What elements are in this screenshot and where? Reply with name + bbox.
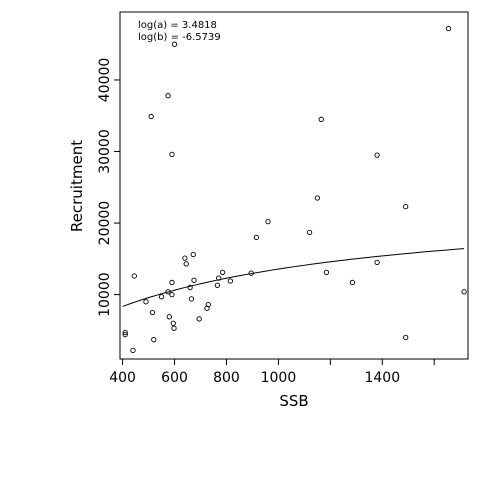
data-point xyxy=(165,93,171,99)
data-point xyxy=(403,203,409,210)
data-point xyxy=(187,284,193,291)
data-point xyxy=(374,152,380,158)
data-point xyxy=(265,218,271,225)
y-tick-label: 30000 xyxy=(97,129,113,174)
data-point xyxy=(227,278,234,284)
data-point xyxy=(190,251,196,258)
data-point xyxy=(169,279,175,286)
data-point xyxy=(216,275,222,281)
data-point xyxy=(253,234,259,241)
data-point xyxy=(131,273,137,279)
data-point xyxy=(149,309,156,316)
x-tick-label: 600 xyxy=(161,370,188,386)
data-point xyxy=(191,277,197,283)
fit-curve xyxy=(122,248,465,307)
y-axis-title: Recruitment xyxy=(68,140,86,232)
data-point xyxy=(188,296,195,302)
x-tick-label: 1000 xyxy=(261,370,297,386)
data-point xyxy=(165,289,171,295)
data-point xyxy=(205,301,211,308)
data-point xyxy=(170,320,176,326)
data-point xyxy=(214,282,221,288)
data-point xyxy=(196,316,202,322)
x-tick-label: 800 xyxy=(213,370,240,386)
data-point xyxy=(403,334,409,341)
data-point xyxy=(122,329,128,336)
data-point xyxy=(374,259,380,266)
data-point xyxy=(182,255,188,261)
x-axis-title: SSB xyxy=(279,392,308,410)
plot-frame xyxy=(119,11,469,360)
data-point xyxy=(171,325,177,331)
data-point xyxy=(323,269,330,276)
data-point xyxy=(169,291,175,298)
annotation-log-b: log(b) = -6.5739 xyxy=(138,32,221,43)
data-point xyxy=(169,151,175,158)
data-point xyxy=(171,41,178,47)
data-point xyxy=(248,270,254,276)
y-tick-label: 40000 xyxy=(97,58,113,103)
data-point xyxy=(183,261,189,267)
data-point xyxy=(143,299,149,305)
data-point xyxy=(130,347,136,354)
data-point xyxy=(314,195,321,201)
data-point xyxy=(306,229,313,236)
y-tick-label: 20000 xyxy=(97,201,113,246)
data-point xyxy=(219,269,226,276)
x-tick-label: 400 xyxy=(109,370,136,386)
data-point xyxy=(461,289,467,295)
data-point xyxy=(158,294,165,300)
data-point xyxy=(349,279,356,286)
data-point xyxy=(445,25,452,32)
data-point xyxy=(166,314,172,320)
x-tick-label: 1400 xyxy=(364,370,400,386)
x-axis: 400 600 800 1000 1400 xyxy=(109,359,435,386)
y-axis: 10000 20000 30000 40000 xyxy=(97,58,120,317)
data-point xyxy=(151,337,157,343)
data-point xyxy=(318,116,324,122)
annotation-log-a: log(a) = 3.4818 xyxy=(138,20,217,31)
y-tick-label: 10000 xyxy=(97,272,113,317)
data-points xyxy=(122,25,467,354)
data-point xyxy=(148,113,154,120)
data-point xyxy=(122,332,128,338)
